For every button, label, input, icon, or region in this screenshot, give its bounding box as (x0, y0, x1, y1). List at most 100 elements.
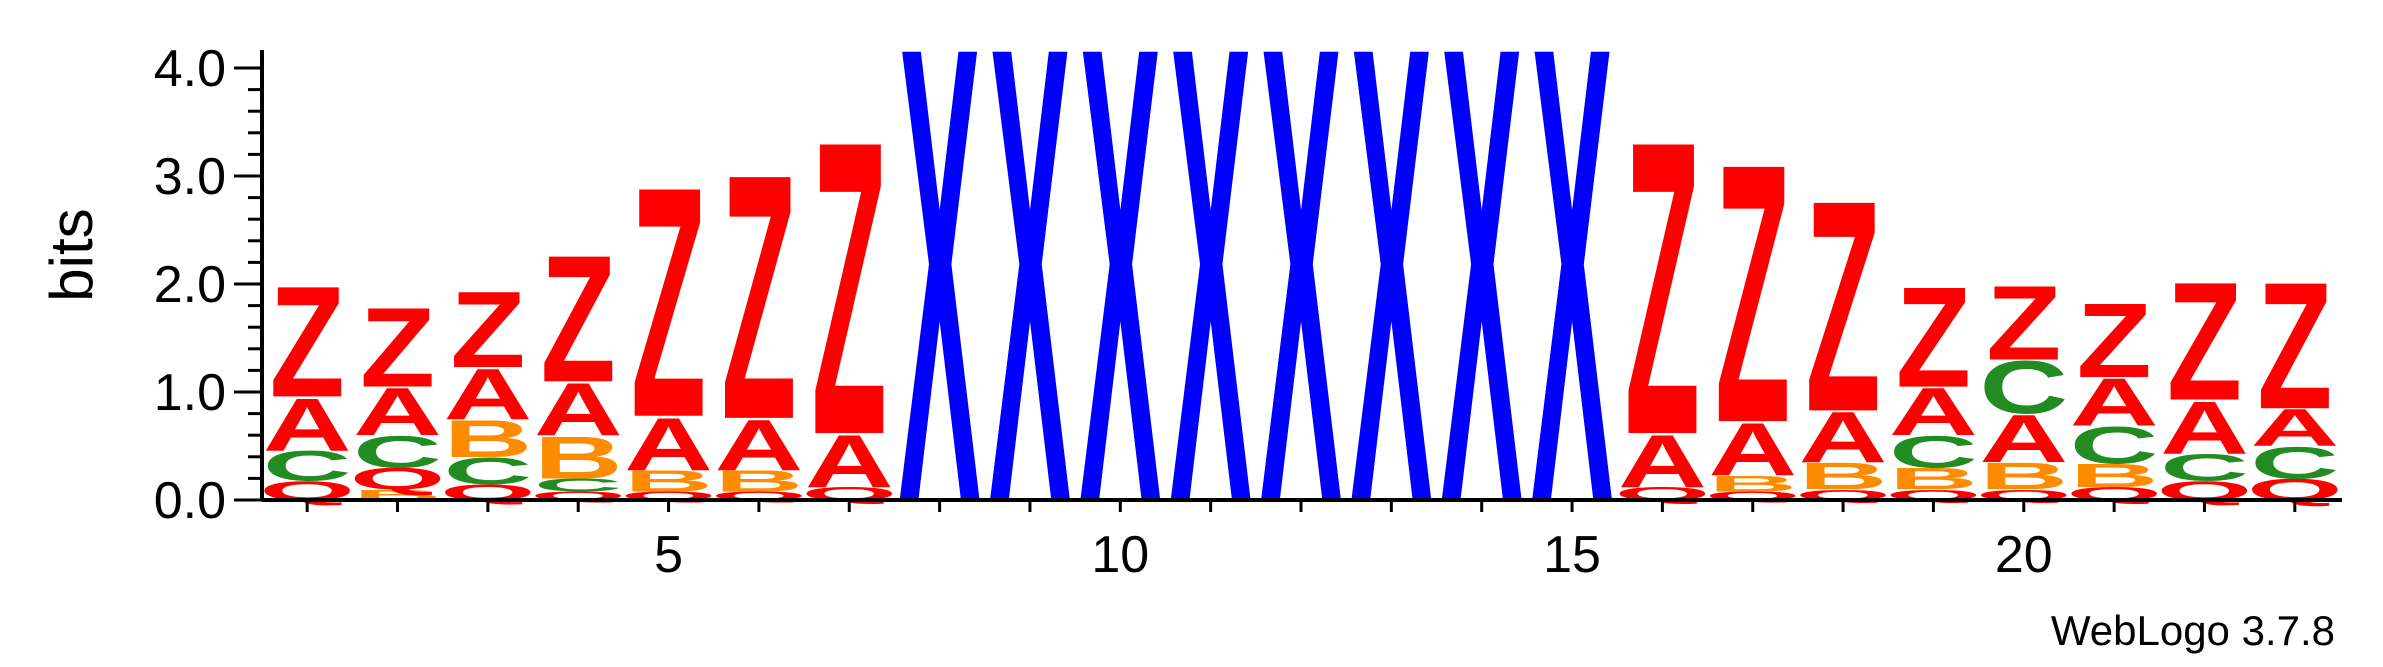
logo-letter-a: A (2070, 365, 2159, 441)
axes: 0.0 1.0 2.0 3.0 4.0 5 10 15 20 (154, 40, 2342, 584)
logo-letter-a: A (2160, 386, 2249, 470)
logo-glyph: A (443, 354, 532, 434)
logo-letter-c: C (443, 450, 532, 492)
logo-glyph: A (715, 405, 804, 485)
x-tick-label: 20 (1995, 526, 2053, 584)
logo-letter-z: Z (1715, 88, 1790, 500)
logo-letter-b: B (534, 424, 623, 492)
logo-letter-c: C (263, 443, 352, 490)
logo-glyph: A (1618, 419, 1707, 503)
logo-letter-b: B (1799, 456, 1888, 498)
logo-letter-a: A (1979, 401, 2068, 477)
logo-glyph: A (2160, 386, 2249, 470)
logo-letter-x: X (1079, 0, 1162, 639)
logo-letter-z: Z (721, 102, 796, 493)
logo-glyph: A (1799, 398, 1888, 478)
logo-letter-a: A (1889, 374, 1978, 450)
logo-letter-a: A (805, 419, 894, 503)
logo-glyph: A (1979, 401, 2068, 477)
logo-letter-z: Z (1625, 54, 1700, 522)
x-tick-label: 10 (1091, 526, 1149, 584)
logo-letter-b: B (1708, 471, 1797, 496)
logo-letter-x: X (1531, 0, 1614, 639)
logo-glyph: B (624, 464, 713, 498)
y-tick-label: 2.0 (154, 256, 226, 314)
x-tick-label: 5 (654, 526, 683, 584)
logo-letter-a: A (1799, 398, 1888, 478)
logo-glyph: B (1979, 456, 2068, 498)
logo-glyph: X (899, 0, 982, 639)
logo-letter-x: X (1441, 0, 1524, 639)
logo-glyph: X (1260, 0, 1343, 639)
logo-letter-c: C (2250, 437, 2339, 488)
logo-glyph: Z (1986, 265, 2061, 383)
logo-glyph: Z (1715, 88, 1790, 500)
logo-glyph: A (263, 382, 352, 466)
logo-glyph: Q (350, 462, 446, 496)
logo-glyph: A (1889, 374, 1978, 450)
logo-glyph: A (353, 374, 442, 450)
logo-glyph: C (353, 427, 442, 478)
logo-letter-a: A (263, 382, 352, 466)
logo-glyph: Z (2167, 247, 2242, 436)
logo-letter-a: A (353, 374, 442, 450)
weblogo-credit: WebLogo 3.7.8 (2051, 607, 2335, 654)
logo-letter-c: C (1889, 427, 1978, 478)
logo-letter-z: Z (812, 54, 887, 522)
logo-glyph: C (1979, 346, 2068, 430)
logo-letter-x: X (989, 0, 1072, 639)
logo-letter-b: B (1979, 456, 2068, 498)
logo-glyph: Z (812, 54, 887, 522)
logo-glyph: C (1889, 427, 1978, 478)
logo-letter-z: Z (360, 285, 435, 411)
logo-letter-z: Z (1986, 265, 2061, 383)
logo-glyph: C (534, 475, 623, 495)
logo-letter-z: Z (631, 118, 706, 486)
logo-letter-a: A (2250, 399, 2339, 458)
logo-letter-c: C (1979, 346, 2068, 430)
logo-letter-z: Z (2167, 247, 2242, 436)
y-tick-label: 3.0 (154, 148, 226, 206)
logo-letter-a: A (443, 354, 532, 434)
logo-letter-z: Z (1806, 137, 1881, 475)
logo-glyph: B (1889, 462, 1978, 496)
logo-letter-a: A (1708, 407, 1797, 491)
logo-letter-b: B (2070, 457, 2159, 494)
logo-letter-b: B (715, 464, 804, 498)
logo-letter-z: Z (2257, 244, 2332, 446)
logo-glyph: X (1441, 0, 1524, 639)
logo-glyph: Z (2257, 244, 2332, 446)
logo-letter-a: A (534, 367, 623, 451)
logo-letter-b: B (443, 409, 532, 468)
logo-glyph: C (2070, 416, 2159, 475)
logo-letter-x: X (1170, 0, 1253, 639)
logo-glyph: X (1170, 0, 1253, 639)
logo-glyph: B (1799, 456, 1888, 498)
logo-glyph: Z (1896, 258, 1971, 418)
logo-glyph: A (624, 402, 713, 486)
logo-glyph: B (534, 424, 623, 492)
y-tick-label: 1.0 (154, 364, 226, 422)
logo-letter-q: Q (350, 462, 446, 496)
logo-glyph: Z (1625, 54, 1700, 522)
y-axis-label: bits (38, 208, 105, 301)
logo-letter-b: B (1889, 462, 1978, 496)
logo-letter-a: A (624, 402, 713, 486)
logo-glyph: B (1708, 471, 1797, 496)
logo-glyph: Z (721, 102, 796, 493)
logo-letter-c: C (2070, 416, 2159, 475)
logo-glyph: Z (360, 285, 435, 411)
logo-glyph: Z (541, 217, 616, 419)
logo-letter-a: A (715, 405, 804, 485)
logo-letter-c: C (2160, 447, 2249, 489)
logo-glyph: C (2250, 437, 2339, 488)
logo-glyph: A (534, 367, 623, 451)
logo-glyph: B (2070, 457, 2159, 494)
logo-letter-z: Z (541, 217, 616, 419)
logo-letter-c: C (353, 427, 442, 478)
logo-glyph: B (715, 464, 804, 498)
logo-glyph: B (443, 409, 532, 468)
logo-glyph: X (1531, 0, 1614, 639)
y-tick-label: 4.0 (154, 40, 226, 98)
